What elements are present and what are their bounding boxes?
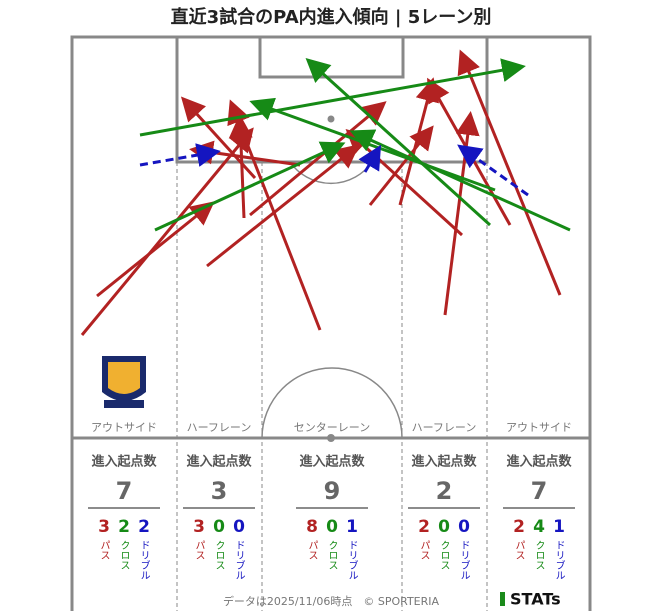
lane-total: 7 xyxy=(116,477,133,505)
lane-total: 9 xyxy=(324,477,341,505)
count-cross: 0 xyxy=(438,517,450,537)
label-pass: パス xyxy=(98,540,110,560)
count-pass: 3 xyxy=(98,517,110,537)
count-cross: 0 xyxy=(213,517,225,537)
count-pass: 3 xyxy=(193,517,205,537)
lane-name: アウトサイド xyxy=(506,421,572,434)
count-cross: 2 xyxy=(118,517,130,537)
label-pass: パス xyxy=(513,540,525,560)
count-dribble: 0 xyxy=(458,517,470,537)
lane-total: 7 xyxy=(531,477,548,505)
count-dribble: 0 xyxy=(233,517,245,537)
lane-total: 2 xyxy=(436,477,453,505)
count-pass: 8 xyxy=(306,517,318,537)
lane-heading: 進入起点数 xyxy=(91,454,157,470)
lane-heading: 進入起点数 xyxy=(506,454,572,470)
count-cross: 4 xyxy=(533,517,545,537)
label-cross: クロス xyxy=(438,540,449,570)
label-dribble: ドリブル xyxy=(346,540,358,580)
label-pass: パス xyxy=(306,540,318,560)
label-cross: クロス xyxy=(213,540,224,570)
label-cross: クロス xyxy=(118,540,129,570)
count-pass: 2 xyxy=(418,517,430,537)
count-dribble: 1 xyxy=(553,517,565,537)
lane-heading: 進入起点数 xyxy=(299,454,365,470)
lane-name: ハーフレーン xyxy=(187,421,252,434)
lane-name: ハーフレーン xyxy=(412,421,477,434)
arrows xyxy=(80,49,571,336)
count-cross: 0 xyxy=(326,517,338,537)
label-dribble: ドリブル xyxy=(233,540,245,580)
logo xyxy=(102,356,146,408)
label-pass: パス xyxy=(418,540,430,560)
lane-heading: 進入起点数 xyxy=(186,454,252,470)
count-pass: 2 xyxy=(513,517,525,537)
lane-total: 3 xyxy=(211,477,228,505)
lane-name: センターレーン xyxy=(294,421,370,434)
brand: STATs xyxy=(510,590,561,609)
label-dribble: ドリブル xyxy=(138,540,150,580)
count-dribble: 2 xyxy=(138,517,150,537)
label-dribble: ドリブル xyxy=(458,540,470,580)
label-pass: パス xyxy=(193,540,205,560)
lane-heading: 進入起点数 xyxy=(411,454,477,470)
count-dribble: 1 xyxy=(346,517,358,537)
label-cross: クロス xyxy=(326,540,337,570)
lane-name: アウトサイド xyxy=(91,421,157,434)
title: 直近3試合のPA内進入傾向 | 5レーン別 xyxy=(171,6,492,28)
footer: データは2025/11/06時点 © SPORTERIA xyxy=(223,594,440,608)
label-cross: クロス xyxy=(533,540,544,570)
brand-icon xyxy=(500,592,505,606)
label-dribble: ドリブル xyxy=(553,540,565,580)
